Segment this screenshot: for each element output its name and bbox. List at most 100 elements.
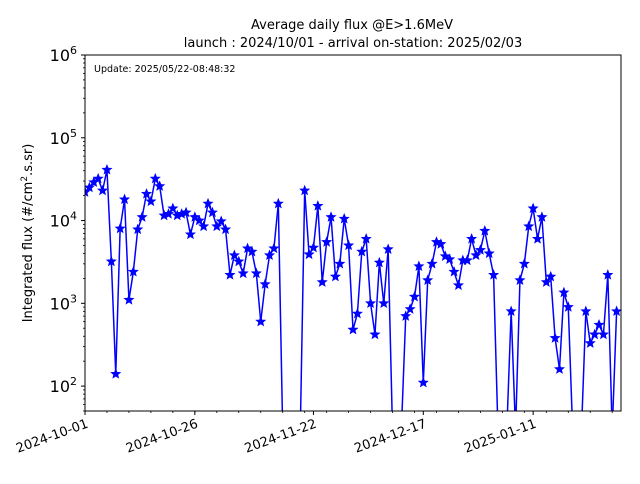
series-line-segment — [510, 311, 516, 411]
data-point-star — [123, 294, 135, 305]
data-point-star — [545, 270, 557, 282]
data-point-star — [584, 337, 596, 348]
data-point-star — [439, 250, 451, 261]
data-point-star — [334, 258, 346, 269]
series-line-segment — [264, 255, 271, 285]
data-point-star — [373, 256, 385, 268]
data-point-star — [474, 244, 486, 255]
series-group — [85, 164, 621, 411]
series-line-segment — [106, 169, 113, 262]
data-point-star — [233, 255, 245, 267]
series-line-segment — [374, 262, 381, 335]
data-point-star — [611, 305, 621, 317]
data-point-star — [184, 228, 196, 240]
data-point-star — [382, 243, 394, 254]
series-line-segment — [387, 249, 393, 411]
data-point-star — [167, 202, 179, 214]
plot-frame — [84, 54, 622, 412]
series-line-segment — [343, 218, 350, 246]
data-point-star — [593, 318, 605, 330]
series-line-segment — [339, 218, 345, 264]
data-point-star — [250, 267, 262, 279]
series-line-segment — [506, 311, 512, 411]
series-line-segment — [378, 262, 385, 304]
data-point-star — [255, 315, 267, 327]
data-point-star — [92, 172, 104, 184]
data-point-star — [140, 188, 153, 199]
data-point-star — [299, 184, 311, 196]
data-point-star — [211, 220, 223, 232]
series-line-segment — [110, 261, 117, 375]
plot-layer — [85, 164, 621, 411]
chart-title-line1: Average daily flux @E>1.6MeV — [251, 18, 453, 33]
series-line-segment — [312, 205, 319, 248]
data-point-star — [228, 249, 240, 261]
data-point-star — [347, 323, 359, 335]
series-line-segment — [128, 271, 135, 301]
y-tick-label: 102 — [50, 375, 77, 396]
series-line-segment — [612, 311, 618, 411]
series-line-segment — [330, 217, 337, 277]
series-line-segment — [321, 241, 328, 283]
data-point-star — [360, 233, 372, 244]
data-point-star — [198, 220, 210, 232]
series-line-segment — [523, 226, 530, 264]
data-point-star — [97, 184, 109, 196]
series-line-segment — [273, 203, 280, 249]
data-point-star — [536, 211, 548, 222]
data-point-star — [466, 233, 478, 244]
data-point-star — [369, 328, 381, 340]
data-point-star — [435, 238, 447, 249]
series-line-segment — [365, 238, 372, 304]
data-point-star — [523, 220, 535, 232]
chart-title-line2: launch : 2024/10/01 - arrival on-station… — [184, 36, 522, 51]
data-point-star — [149, 172, 161, 184]
data-point-star — [479, 225, 491, 236]
data-point-star — [527, 202, 539, 214]
series-line-segment — [259, 284, 266, 322]
series-line-segment — [115, 228, 121, 375]
data-point-star — [85, 181, 95, 193]
data-point-star — [303, 248, 315, 260]
series-line-segment — [541, 217, 548, 283]
data-point-star — [448, 266, 460, 277]
data-point-star — [580, 305, 592, 317]
data-point-star — [343, 239, 355, 251]
series-line-segment — [585, 311, 591, 344]
y-axis-label-end: .s.sr) — [21, 144, 36, 176]
data-point-star — [325, 211, 337, 222]
data-point-star — [505, 305, 517, 317]
series-line-segment — [515, 280, 521, 411]
update-annotation: Update: 2025/05/22-08:48:32 — [94, 64, 235, 75]
data-point-star — [127, 266, 139, 277]
series-line-segment — [299, 190, 306, 411]
series-line-segment — [123, 199, 130, 300]
data-point-star — [154, 180, 166, 191]
data-point-star — [307, 241, 319, 253]
data-point-star — [356, 245, 368, 257]
series-line-segment — [369, 303, 376, 335]
series-line-segment — [224, 229, 231, 276]
data-point-star — [338, 212, 350, 224]
data-point-star — [518, 258, 530, 269]
data-point-star — [329, 270, 341, 282]
series-line-segment — [347, 245, 354, 330]
series-line-segment — [549, 276, 556, 339]
series-line-segment — [492, 274, 499, 411]
data-point-star — [422, 274, 434, 285]
data-point-star — [316, 276, 328, 287]
series-line-segment — [383, 249, 389, 304]
data-point-star — [597, 328, 609, 340]
data-point-star — [180, 206, 192, 218]
data-point-star — [602, 269, 614, 280]
series-line-segment — [158, 186, 165, 216]
y-tick-label: 105 — [50, 127, 77, 148]
data-point-star — [215, 215, 227, 226]
series-line-segment — [607, 274, 613, 411]
data-point-star — [162, 208, 174, 219]
data-point-star — [549, 332, 561, 343]
data-point-star — [110, 368, 122, 379]
data-point-star — [193, 214, 205, 226]
data-point-star — [532, 233, 544, 244]
